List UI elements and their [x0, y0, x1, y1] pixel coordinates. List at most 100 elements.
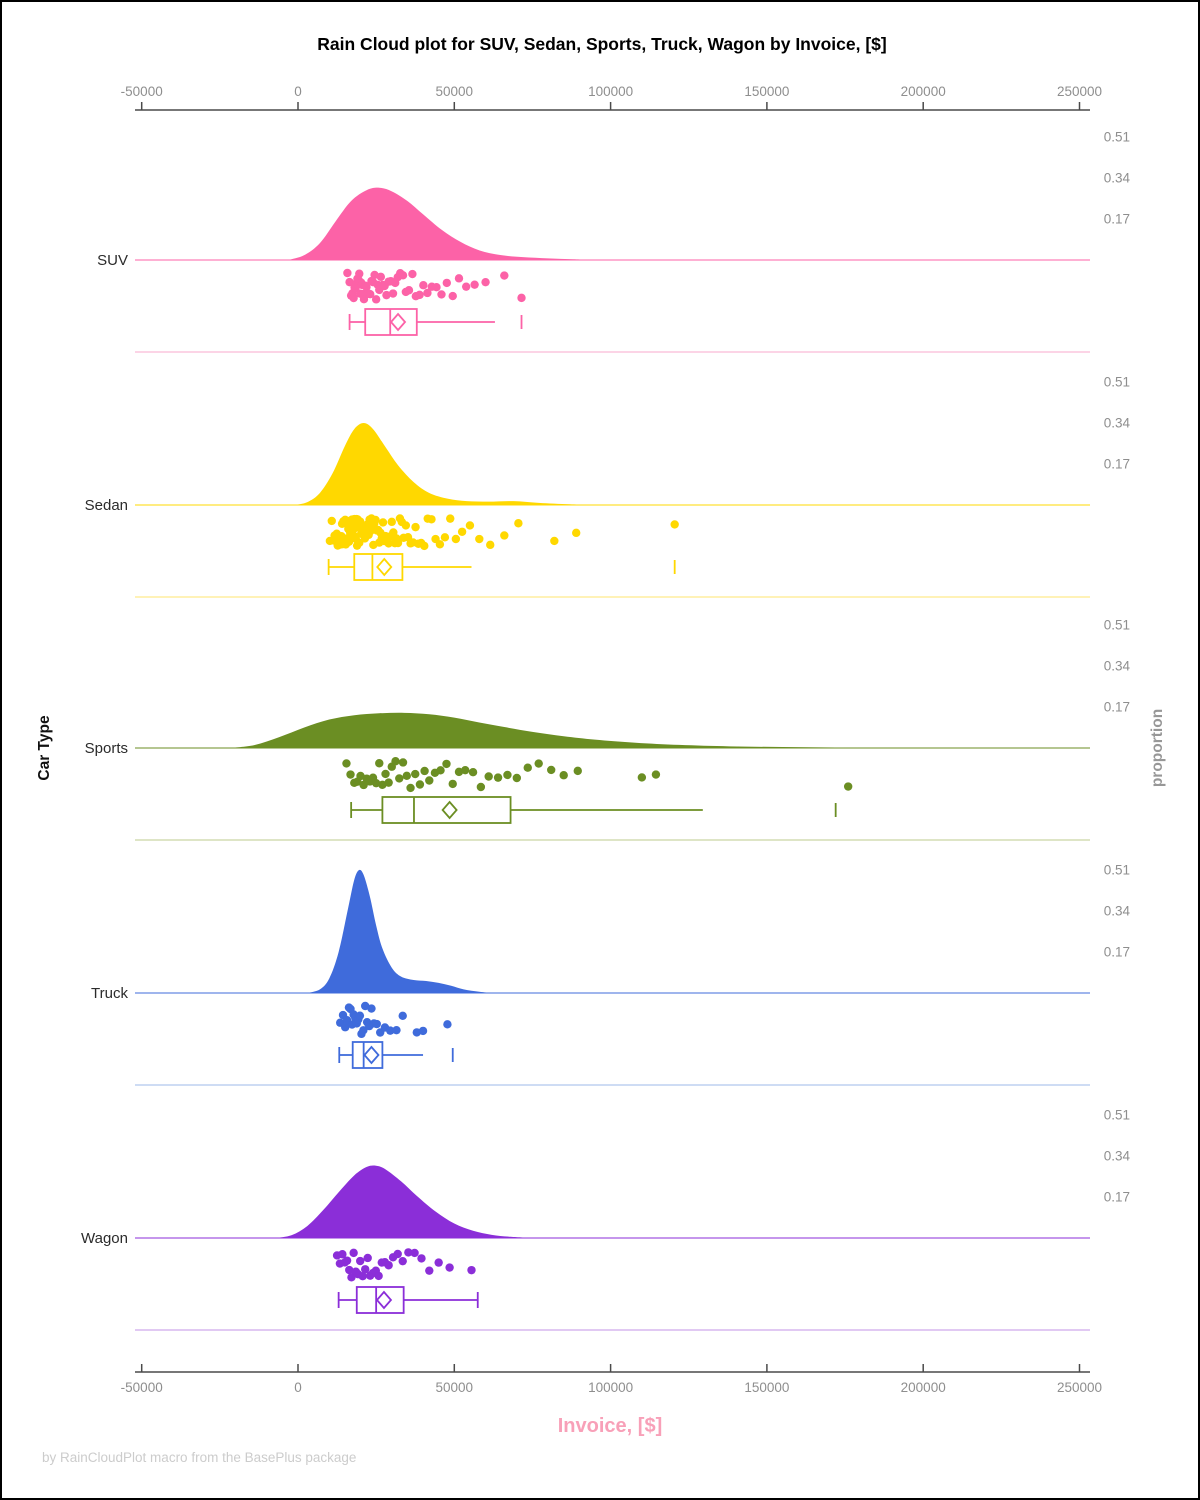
rain-point [419, 281, 428, 290]
rain-point [395, 774, 404, 783]
rain-point [637, 773, 647, 782]
rain-point [418, 1026, 428, 1036]
proportion-tick-label: 0.51 [1104, 375, 1130, 390]
rain-point [355, 269, 364, 278]
rain-point [384, 778, 393, 787]
rain-point [512, 773, 522, 783]
rain-point [670, 520, 679, 529]
proportion-tick-label: 0.34 [1104, 904, 1131, 919]
rain-point [425, 776, 434, 785]
rain-point [411, 769, 420, 779]
panel-wagon: 0.17 0.34 0.51 Wagon [81, 1108, 1130, 1331]
rain-point [382, 290, 391, 300]
rain-point [573, 766, 582, 776]
density-curve [276, 1165, 533, 1238]
proportion-tick-label: 0.17 [1104, 212, 1130, 227]
rain-point [440, 533, 450, 542]
rain-point [651, 770, 661, 779]
rain-point [345, 277, 354, 287]
rain-point [572, 528, 581, 538]
rain-point [423, 288, 432, 298]
rain-point [362, 282, 371, 292]
rain-point [391, 757, 400, 766]
rain-point [410, 1248, 419, 1258]
x-axis-bottom: -50000 0 50000 100000 150000 200000 250000 [121, 1364, 1102, 1395]
rain-point [445, 1263, 454, 1272]
rain-point [327, 516, 336, 526]
chart-title: Rain Cloud plot for SUV, Sedan, Sports, … [317, 34, 886, 54]
box-plot [338, 1041, 454, 1069]
rain-point [465, 521, 475, 530]
rain-point [486, 540, 495, 550]
box-plot [348, 308, 523, 336]
rain-point [434, 1258, 443, 1267]
rain-point [442, 759, 451, 769]
rain-point [442, 278, 451, 288]
rain-point [443, 1020, 452, 1029]
rain-point [843, 782, 853, 791]
rain-point [427, 515, 436, 524]
rain-point [517, 293, 526, 303]
rain-point [406, 783, 415, 793]
rain-point [550, 536, 559, 546]
rain-point [338, 1250, 347, 1259]
rain-point [367, 1004, 376, 1013]
rain-point [344, 537, 354, 547]
chart-plot-area: -50000 0 50000 100000 150000 200000 250000 -500… [81, 84, 1130, 1395]
rain-point [393, 538, 403, 548]
panel-sports: 0.17 0.34 0.51 Sports [85, 618, 1130, 841]
proportion-tick-label: 0.17 [1104, 457, 1130, 472]
rain-point [401, 521, 411, 530]
rain-point [393, 1249, 402, 1259]
rain-point [374, 1271, 383, 1281]
rain-point [398, 1011, 407, 1020]
category-label: SUV [97, 252, 128, 269]
rain-point [349, 1248, 358, 1258]
mean-diamond [389, 312, 407, 332]
proportion-tick-label: 0.34 [1104, 171, 1131, 186]
axis-tick-label: 150000 [744, 84, 789, 99]
rain-point [420, 541, 429, 551]
x-axis-top: -50000 0 50000 100000 150000 200000 250000 [121, 84, 1102, 111]
mean-diamond [441, 800, 458, 820]
rain-point [358, 1271, 367, 1281]
proportion-tick-label: 0.34 [1104, 416, 1131, 431]
panel-sedan: 0.17 0.34 0.51 Sedan [85, 375, 1131, 598]
rain-point [415, 290, 424, 300]
rain-point [371, 515, 380, 525]
axis-tick-label: -50000 [121, 84, 163, 99]
mean-diamond [376, 557, 393, 577]
rain-point [375, 759, 384, 768]
rain-point [461, 282, 471, 291]
rain-point [559, 771, 568, 780]
rain-points [325, 514, 679, 551]
rain-point [435, 540, 445, 549]
rain-point [355, 1011, 365, 1020]
axis-tick-label: 250000 [1057, 84, 1102, 99]
category-label: Sedan [85, 497, 128, 514]
rain-point [398, 758, 408, 767]
rain-point [363, 1253, 372, 1263]
rain-point [461, 765, 470, 775]
proportion-tick-label: 0.51 [1104, 863, 1130, 878]
rain-point [347, 1273, 356, 1282]
proportion-tick-label: 0.51 [1104, 618, 1130, 633]
axis-tick-label: 50000 [436, 1380, 474, 1395]
axis-tick-label: 50000 [436, 84, 474, 99]
rain-point [386, 1026, 395, 1035]
rain-point [454, 274, 464, 283]
rain-point [467, 1265, 476, 1275]
category-label: Wagon [81, 1230, 128, 1247]
rain-point [388, 289, 398, 298]
rain-point [437, 290, 446, 299]
box-plot [350, 796, 837, 824]
axis-tick-label: 200000 [901, 84, 946, 99]
density-curve [229, 712, 892, 748]
rain-point [346, 770, 355, 779]
x-axis-label-invoice: Invoice, [$] [558, 1415, 662, 1437]
rain-point [384, 539, 393, 548]
rain-point [432, 283, 441, 292]
category-label: Sports [85, 740, 128, 757]
proportion-tick-label: 0.17 [1104, 700, 1130, 715]
